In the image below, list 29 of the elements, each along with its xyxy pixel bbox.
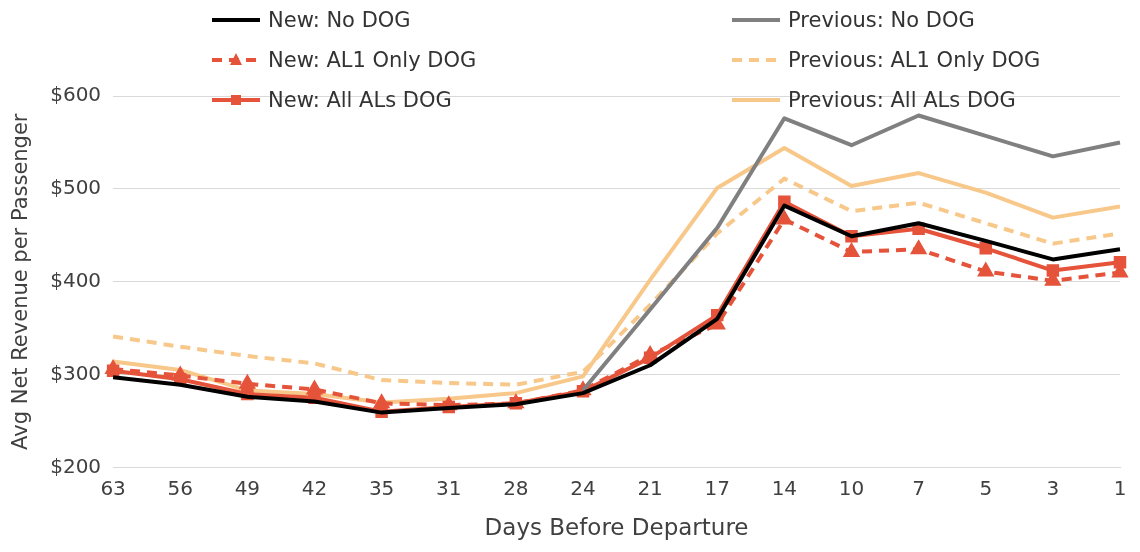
x-tick-label: 49 [234,475,261,500]
y-tick-label: $500 [50,175,102,200]
x-tick-label: 21 [637,475,663,500]
x-tick-label: 31 [436,475,462,500]
x-tick-label: 7 [912,475,925,500]
legend-label: Previous: AL1 Only DOG [788,48,1041,72]
x-tick-label: 17 [704,475,730,500]
y-axis-title: Avg Net Revenue per Passenger [8,113,33,450]
legend-label: New: All ALs DOG [268,88,452,112]
y-tick-label: $600 [50,82,102,107]
x-tick-label: 10 [838,475,865,500]
x-tick-label: 63 [100,475,126,500]
x-tick-label: 5 [979,475,993,500]
x-tick-label: 3 [1046,475,1060,500]
x-tick-label: 1 [1113,475,1127,500]
x-tick-label: 24 [570,475,596,500]
x-tick-label: 42 [301,475,328,500]
legend-label: New: No DOG [268,8,411,32]
y-tick-label: $300 [50,360,102,385]
x-tick-label: 14 [771,475,798,500]
x-tick-label: 28 [503,475,529,500]
legend-label: Previous: No DOG [788,8,975,32]
x-tick-label: 35 [368,475,395,500]
legend-label: Previous: All ALs DOG [788,88,1016,112]
y-tick-label: $400 [50,267,102,292]
legend-label: New: AL1 Only DOG [268,48,477,72]
y-tick-label: $200 [50,453,102,478]
x-tick-label: 56 [167,475,193,500]
x-axis-title: Days Before Departure [484,514,749,541]
